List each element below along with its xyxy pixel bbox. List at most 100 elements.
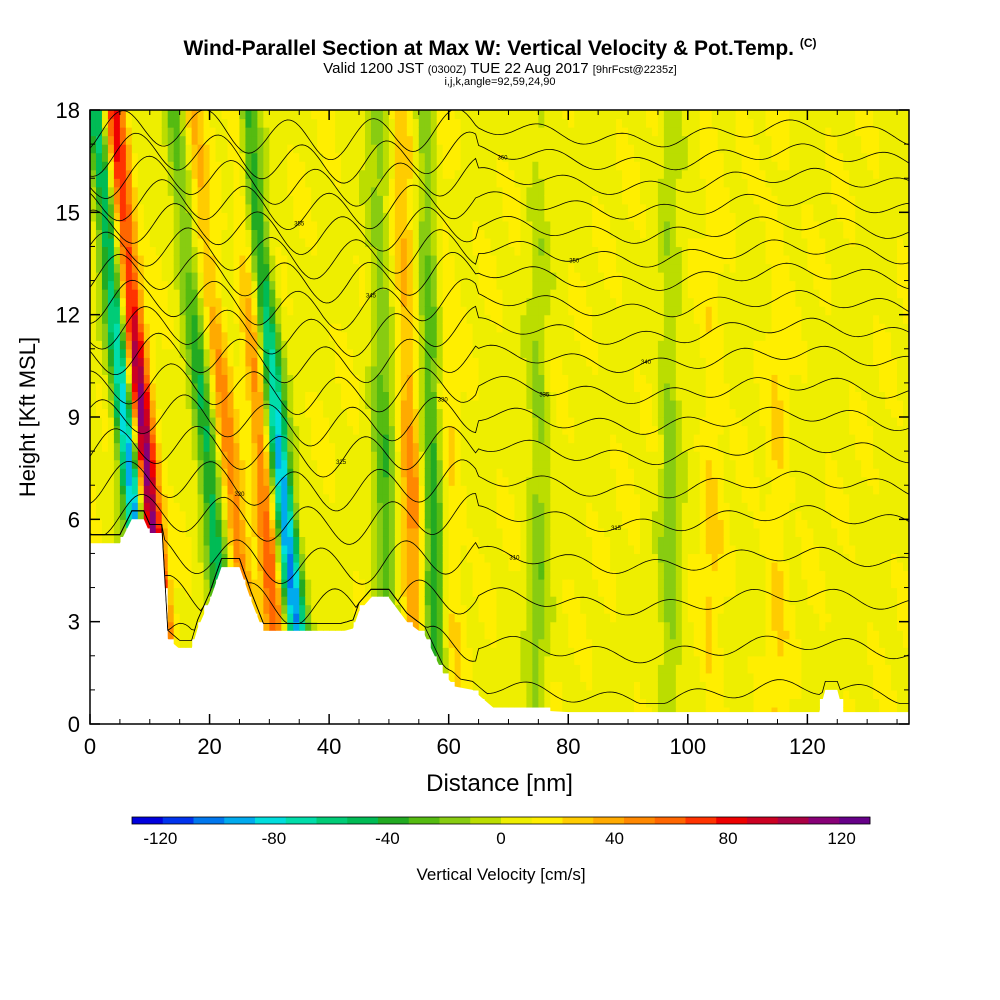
velocity-cell xyxy=(197,502,205,512)
velocity-cell xyxy=(263,544,270,555)
velocity-cell xyxy=(526,178,533,188)
velocity-cell xyxy=(119,144,127,154)
velocity-cell xyxy=(568,604,575,614)
velocity-cell xyxy=(197,229,205,239)
velocity-cell xyxy=(574,297,581,307)
velocity-cell xyxy=(329,254,336,265)
velocity-cell xyxy=(466,587,474,597)
velocity-cell xyxy=(107,374,115,384)
velocity-cell xyxy=(478,425,486,435)
velocity-cell xyxy=(526,579,533,589)
velocity-cell xyxy=(329,485,336,495)
velocity-cell xyxy=(424,425,432,435)
velocity-cell xyxy=(400,451,408,461)
velocity-cell xyxy=(400,348,408,358)
velocity-cell xyxy=(544,331,551,341)
velocity-cell xyxy=(90,169,97,179)
velocity-cell xyxy=(562,254,569,265)
velocity-cell xyxy=(544,587,551,597)
velocity-cell xyxy=(544,613,551,623)
velocity-cell xyxy=(412,417,420,427)
velocity-cell xyxy=(329,323,336,333)
velocity-cell xyxy=(484,681,492,691)
velocity-cell xyxy=(370,468,378,478)
velocity-cell xyxy=(257,399,264,410)
velocity-cell xyxy=(353,186,360,196)
velocity-cell xyxy=(341,348,348,358)
velocity-cell xyxy=(484,152,492,162)
velocity-cell xyxy=(90,195,97,205)
velocity-cell xyxy=(406,254,414,265)
velocity-cell xyxy=(568,178,575,188)
velocity-cell xyxy=(137,485,145,495)
velocity-cell xyxy=(508,681,516,691)
velocity-cell xyxy=(556,698,563,708)
velocity-cell xyxy=(406,297,414,307)
velocity-cell xyxy=(496,272,504,282)
velocity-cell xyxy=(538,203,545,213)
velocity-cell xyxy=(287,186,294,196)
velocity-cell xyxy=(281,254,288,265)
velocity-cell xyxy=(155,527,163,537)
velocity-cell xyxy=(287,203,294,213)
velocity-cell xyxy=(496,161,504,171)
velocity-cell xyxy=(532,468,539,478)
velocity-cell xyxy=(329,272,336,282)
velocity-cell xyxy=(538,638,545,648)
velocity-cell xyxy=(460,263,468,273)
velocity-cell xyxy=(478,664,486,674)
velocity-cell xyxy=(167,417,175,427)
velocity-cell xyxy=(233,340,241,350)
velocity-cell xyxy=(353,365,360,375)
velocity-cell xyxy=(382,459,390,469)
velocity-cell xyxy=(185,306,193,316)
velocity-cell xyxy=(299,144,306,154)
velocity-cell xyxy=(167,254,175,265)
velocity-cell xyxy=(454,672,462,682)
velocity-cell xyxy=(101,408,109,418)
velocity-cell xyxy=(454,417,462,427)
velocity-cell xyxy=(185,212,193,222)
velocity-cell xyxy=(95,382,103,393)
velocity-cell xyxy=(460,127,468,137)
velocity-cell xyxy=(227,127,235,137)
velocity-cell xyxy=(161,237,169,248)
velocity-cell xyxy=(490,544,498,555)
velocity-cell xyxy=(269,510,276,520)
velocity-cell xyxy=(149,485,157,495)
velocity-cell xyxy=(317,408,324,418)
velocity-cell xyxy=(155,306,163,316)
velocity-cell xyxy=(107,152,115,162)
velocity-cell xyxy=(281,152,288,162)
velocity-cell xyxy=(490,212,498,222)
velocity-cell xyxy=(107,306,115,316)
velocity-cell xyxy=(472,152,480,162)
velocity-cell xyxy=(424,340,432,350)
velocity-cell xyxy=(359,297,366,307)
velocity-cell xyxy=(263,510,270,520)
velocity-cell xyxy=(353,272,360,282)
velocity-cell xyxy=(299,280,306,290)
velocity-cell xyxy=(317,365,324,375)
velocity-cell xyxy=(394,536,402,546)
velocity-cell xyxy=(574,647,581,657)
velocity-cell xyxy=(454,544,462,555)
velocity-cell xyxy=(508,510,516,520)
velocity-cell xyxy=(209,382,217,393)
velocity-cell xyxy=(233,237,241,248)
velocity-cell xyxy=(556,263,563,273)
velocity-cell xyxy=(436,331,444,341)
velocity-cell xyxy=(550,638,557,648)
velocity-cell xyxy=(520,579,528,589)
velocity-cell xyxy=(550,417,557,427)
velocity-cell xyxy=(568,579,575,589)
velocity-cell xyxy=(508,630,516,640)
velocity-cell xyxy=(436,237,444,248)
velocity-cell xyxy=(502,459,510,469)
velocity-cell xyxy=(359,382,366,393)
velocity-cell xyxy=(329,161,336,171)
velocity-cell xyxy=(382,536,390,546)
velocity-cell xyxy=(131,442,139,452)
velocity-cell xyxy=(281,476,288,486)
velocity-cell xyxy=(203,561,211,572)
